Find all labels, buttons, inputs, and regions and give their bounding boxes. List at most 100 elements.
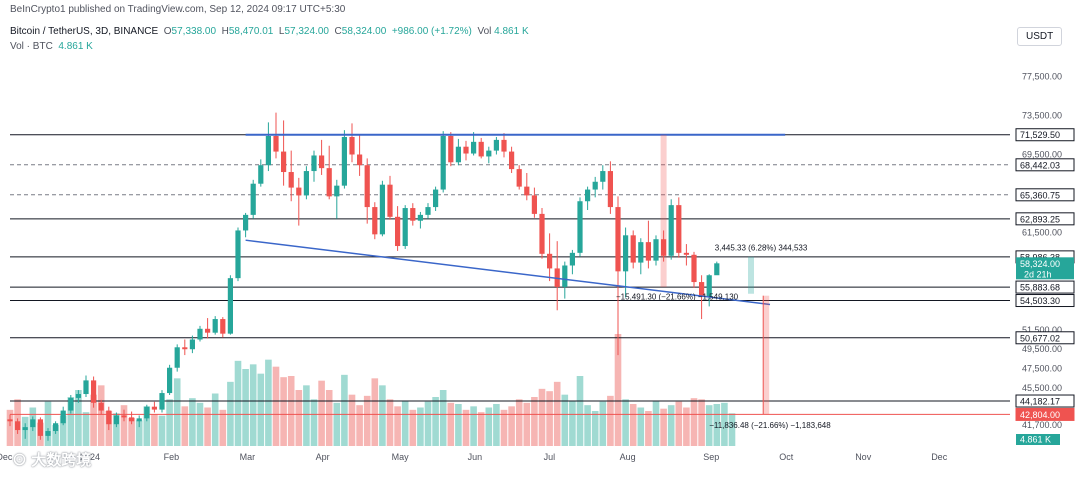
time-tick-label: Aug bbox=[620, 452, 636, 462]
volume-bar bbox=[538, 388, 546, 446]
volume-bar bbox=[629, 404, 637, 446]
candle-body bbox=[630, 235, 636, 263]
candle-body bbox=[562, 265, 568, 287]
candle-body bbox=[516, 169, 522, 187]
candle-body bbox=[68, 397, 74, 411]
volume-bar bbox=[591, 411, 599, 446]
candle-body bbox=[607, 171, 613, 208]
ohlc-line: Bitcoin / TetherUS, 3D, BINANCE O57,338.… bbox=[10, 26, 529, 37]
volume-bar bbox=[698, 399, 705, 446]
candle-body bbox=[75, 394, 81, 398]
volume-bar bbox=[660, 408, 667, 446]
open-label: O bbox=[163, 26, 172, 37]
candle-body bbox=[699, 282, 705, 297]
candle-body bbox=[493, 139, 499, 151]
volume-bar bbox=[462, 409, 470, 446]
close-value: 58,324.00 bbox=[341, 26, 387, 37]
volume-bar bbox=[409, 409, 417, 446]
volume-bar bbox=[728, 413, 736, 446]
volume-bar bbox=[401, 400, 409, 446]
candle-body bbox=[531, 195, 537, 214]
level-label-box bbox=[1015, 294, 1075, 308]
volume-bar bbox=[622, 399, 629, 446]
time-tick-label: Sep bbox=[703, 452, 719, 462]
currency-button[interactable]: USDT bbox=[1017, 27, 1063, 46]
candle-body bbox=[402, 208, 408, 247]
volume-bar bbox=[295, 390, 303, 446]
candle-body bbox=[30, 419, 36, 428]
candle-body bbox=[113, 415, 119, 425]
volume-bar bbox=[645, 411, 652, 446]
candle-body bbox=[341, 136, 347, 186]
channel-bottom-line[interactable] bbox=[245, 239, 771, 306]
candle-body bbox=[53, 423, 59, 432]
change-value: +986.00 (+1.72%) bbox=[391, 26, 472, 37]
candle-body bbox=[569, 252, 575, 266]
candle-body bbox=[45, 431, 51, 436]
candle-body bbox=[706, 275, 712, 297]
candle-body bbox=[311, 155, 317, 172]
candle-body bbox=[326, 168, 332, 197]
volume-bar bbox=[576, 376, 584, 446]
watermark: ⊙ 大数跨境 bbox=[12, 449, 91, 470]
candle-body bbox=[714, 263, 720, 276]
volume-bar bbox=[667, 405, 675, 446]
candle-body bbox=[417, 214, 423, 221]
measure-box-sep bbox=[763, 295, 770, 415]
candle-body bbox=[37, 419, 43, 436]
volume-bar bbox=[181, 406, 189, 446]
candle-body bbox=[167, 367, 173, 394]
candle-body bbox=[471, 141, 477, 154]
time-tick-label: Jun bbox=[468, 452, 483, 462]
volume-bar bbox=[265, 359, 272, 446]
axes: 77,500.00 73,500.00 69,500.00 61,500.00 51,5… bbox=[0, 72, 1075, 462]
level-label-box bbox=[1015, 394, 1075, 408]
volume-bar bbox=[75, 390, 82, 446]
watermark-text: 大数跨境 bbox=[31, 452, 92, 469]
volume-bar bbox=[637, 407, 645, 446]
volume-bar bbox=[196, 402, 204, 446]
volume-bar bbox=[158, 415, 166, 446]
volume-bar bbox=[287, 376, 295, 446]
time-tick-label: Dec bbox=[0, 452, 13, 462]
volume-bar bbox=[523, 402, 531, 446]
candle-body bbox=[395, 216, 401, 247]
candle-body bbox=[189, 339, 195, 350]
volume-bar bbox=[417, 407, 424, 446]
volume-bar bbox=[614, 334, 622, 446]
overlays: 3,445.33 (6.28%) 344,533 −15,491.30 (−21.… bbox=[245, 133, 831, 430]
candle-body bbox=[547, 253, 553, 269]
candles bbox=[7, 112, 720, 441]
candle-body bbox=[83, 380, 89, 395]
volume-bar bbox=[211, 393, 219, 446]
level-label-box bbox=[1015, 158, 1075, 172]
symbol-name[interactable]: Bitcoin / TetherUS, 3D, BINANCE bbox=[10, 26, 159, 37]
candle-body bbox=[250, 183, 256, 215]
volume-badge-box bbox=[1016, 434, 1060, 445]
volume-bar bbox=[82, 412, 90, 446]
open-value: 57,338.00 bbox=[171, 26, 217, 37]
high-value: 58,470.01 bbox=[228, 26, 274, 37]
candle-body bbox=[106, 410, 112, 425]
volume-bar bbox=[553, 381, 561, 446]
volume-bar bbox=[470, 406, 477, 446]
volume-bar bbox=[249, 364, 257, 446]
volume-bar bbox=[424, 401, 432, 446]
volume-bar bbox=[52, 425, 59, 446]
candle-body bbox=[638, 242, 644, 263]
level-label-box bbox=[1015, 212, 1075, 226]
volume-bar bbox=[363, 395, 371, 446]
volume-bar bbox=[6, 409, 14, 446]
volume-bar bbox=[515, 399, 523, 446]
price-tick-label: 69,500.00 bbox=[1022, 150, 1062, 160]
candle-body bbox=[372, 207, 378, 235]
candle-body bbox=[410, 208, 416, 221]
candle-body bbox=[15, 421, 21, 431]
volume-bar bbox=[690, 398, 698, 446]
price-tick-label: 77,500.00 bbox=[1022, 72, 1062, 82]
candle-body bbox=[129, 417, 135, 422]
candle-body bbox=[433, 189, 439, 208]
level-label: 65,360.75 bbox=[1020, 190, 1060, 200]
level-label: 44,182.17 bbox=[1020, 397, 1060, 407]
